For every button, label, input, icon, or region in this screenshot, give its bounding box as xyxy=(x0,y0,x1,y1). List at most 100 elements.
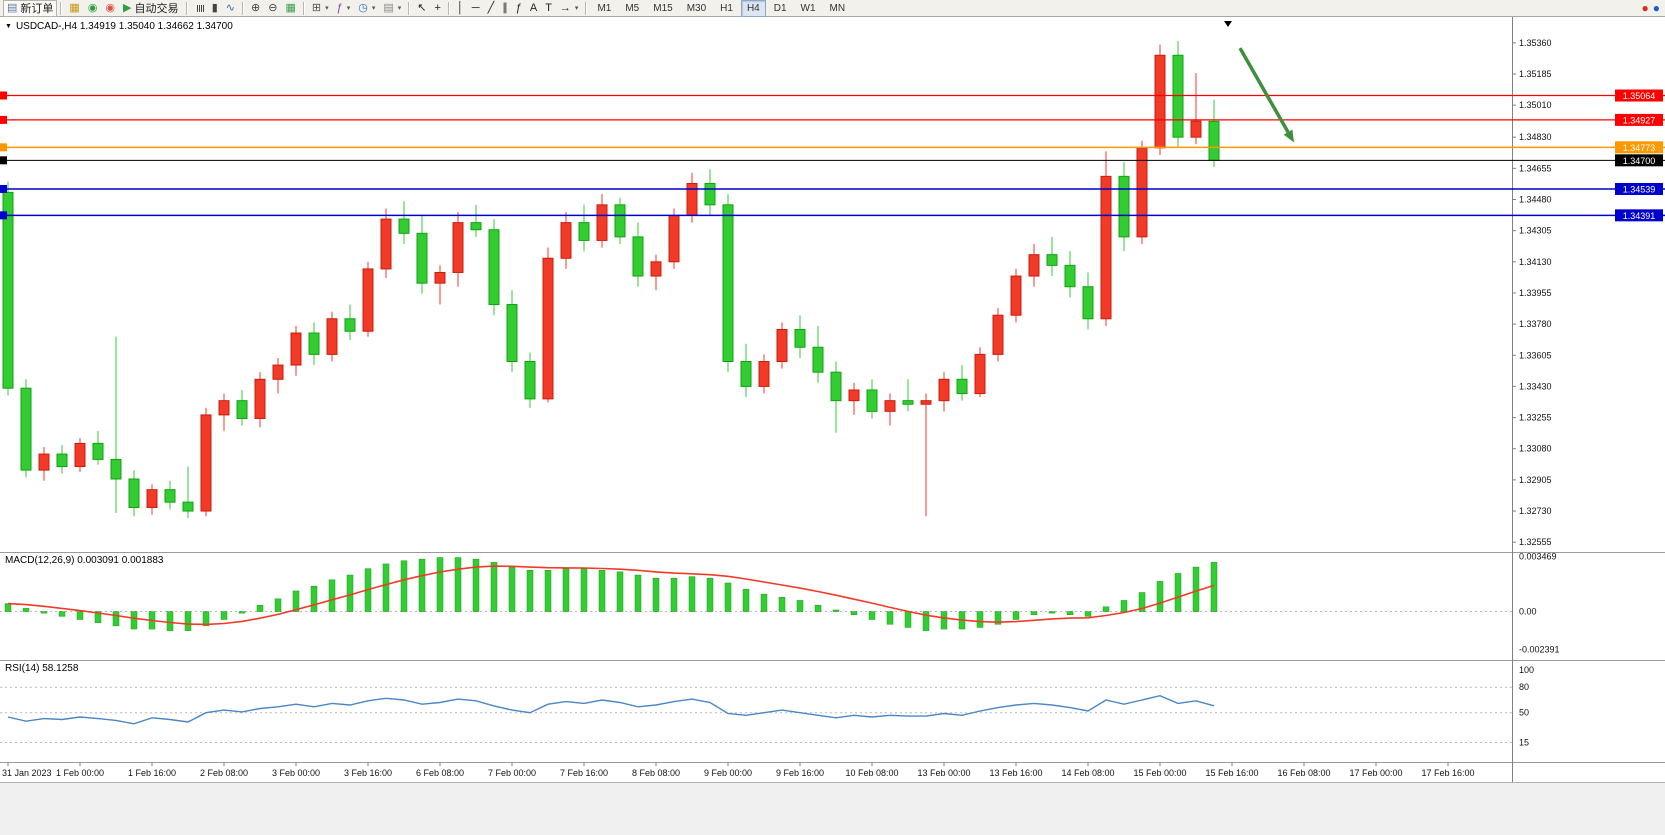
horizontal-line-icon: ─ xyxy=(471,1,480,14)
macd-bar xyxy=(4,603,12,612)
hline-left-tag xyxy=(0,115,7,124)
candle-body xyxy=(92,442,104,460)
timeframe-h1-button[interactable]: H1 xyxy=(720,2,733,14)
timeframe-mn-button[interactable]: MN xyxy=(829,2,846,14)
price-label: 1.34391 xyxy=(1623,211,1656,221)
line-chart-icon: ∿ xyxy=(225,1,235,14)
candle-body xyxy=(128,478,140,508)
candle-body xyxy=(1190,120,1202,138)
timeframe-h4-button[interactable]: H4 xyxy=(740,0,766,17)
candle-body xyxy=(596,204,608,241)
tile-windows-button[interactable]: ▦ xyxy=(281,0,299,17)
community-badge-icon[interactable]: ● xyxy=(1641,1,1649,15)
fibonacci-button[interactable]: ƒ xyxy=(512,0,526,17)
periods-button[interactable]: ◷ ▾ xyxy=(354,0,379,17)
timeframe-m1-button[interactable]: M1 xyxy=(597,2,612,14)
candle-body xyxy=(902,400,914,405)
macd-bar xyxy=(1084,611,1092,617)
text-label-button[interactable]: T xyxy=(541,0,556,17)
candle-body xyxy=(452,222,464,273)
macd-bar xyxy=(868,611,876,620)
price-label-box xyxy=(1615,89,1663,102)
price-label: 1.34539 xyxy=(1623,184,1656,194)
candle-body xyxy=(1154,54,1166,149)
autotrade-label: 自动交易 xyxy=(134,3,179,15)
macd-bar xyxy=(1120,600,1128,612)
macd-bar xyxy=(850,611,858,615)
macd-bar xyxy=(184,611,192,631)
bar-chart-button[interactable]: ≣ xyxy=(191,0,208,17)
candle-body xyxy=(740,361,752,387)
macd-bar xyxy=(814,604,822,612)
candle-body xyxy=(776,328,788,363)
macd-bar xyxy=(454,557,462,612)
time-label: 14 Feb 08:00 xyxy=(1061,768,1114,778)
candle-body xyxy=(1100,175,1112,320)
toolbar-separator xyxy=(302,1,305,15)
timeframe-m5-button[interactable]: M5 xyxy=(625,2,640,14)
time-label: 13 Feb 00:00 xyxy=(917,768,970,778)
candle-body xyxy=(308,332,320,355)
macd-bar xyxy=(1030,611,1038,615)
crosshair-button[interactable]: + xyxy=(430,0,444,17)
macd-bar xyxy=(580,568,588,612)
time-label: 15 Feb 00:00 xyxy=(1133,768,1186,778)
text-button[interactable]: A xyxy=(526,0,541,17)
time-label: 9 Feb 16:00 xyxy=(776,768,824,778)
macd-bar xyxy=(832,609,840,612)
templates-button[interactable]: ▤ ▾ xyxy=(379,0,405,17)
rsi-tick-label: 15 xyxy=(1519,737,1529,747)
macd-bar xyxy=(94,611,102,623)
indicators-button[interactable]: ƒ ▾ xyxy=(333,0,355,17)
macd-bar xyxy=(22,608,30,612)
help-badge-icon[interactable]: ● xyxy=(1652,1,1660,15)
refresh-button[interactable]: ◉ xyxy=(84,0,102,17)
indicators-icon: ƒ xyxy=(336,1,343,14)
hline-left-tag xyxy=(0,211,7,220)
zoom-out-button[interactable]: ⊖ xyxy=(264,0,281,17)
zoom-in-button[interactable]: ⊕ xyxy=(247,0,264,17)
candle-body xyxy=(1172,54,1184,138)
time-label: 31 Jan 2023 xyxy=(2,768,52,778)
macd-bar xyxy=(310,585,318,612)
timeframe-m30-button[interactable]: M30 xyxy=(686,2,707,14)
charts-button[interactable]: ▦ xyxy=(65,0,83,17)
timeframe-w1-button[interactable]: W1 xyxy=(800,2,816,14)
price-tick-label: 1.33955 xyxy=(1519,288,1552,298)
price-tick-label: 1.35360 xyxy=(1519,38,1552,48)
macd-bar xyxy=(922,611,930,631)
macd-bar xyxy=(724,582,732,612)
cursor-icon: ↖ xyxy=(417,1,427,14)
support-button[interactable]: ◉ xyxy=(101,0,119,17)
collapse-triangle-icon[interactable]: ▼ xyxy=(5,23,12,30)
line-chart-button[interactable]: ∿ xyxy=(222,0,239,17)
trend-arrow-shaft[interactable] xyxy=(1238,47,1290,133)
horizontal-line-button[interactable]: ─ xyxy=(468,0,484,17)
new-chart-button[interactable]: ⊞ ▾ xyxy=(308,0,333,17)
candle-body xyxy=(974,353,986,395)
timeframe-d1-button[interactable]: D1 xyxy=(773,2,787,14)
equidistant-channel-button[interactable]: ∥ xyxy=(498,0,512,17)
chart-title: USDCAD-,H4 1.34919 1.35040 1.34662 1.347… xyxy=(15,21,233,32)
cursor-button[interactable]: ↖ xyxy=(413,0,430,17)
rsi-line xyxy=(7,694,1215,725)
new-order-button[interactable]: ▤ 新订单 xyxy=(3,0,58,17)
candlestick-chart-button[interactable]: ▮ xyxy=(208,0,222,17)
candle-body xyxy=(56,453,68,468)
timeframe-m15-button[interactable]: M15 xyxy=(653,2,673,14)
macd-bar xyxy=(1102,606,1110,612)
chart-shift-marker-icon[interactable] xyxy=(1224,21,1232,27)
arrows-button[interactable]: → ▾ xyxy=(556,0,583,17)
macd-bar xyxy=(58,611,66,617)
trendline-button[interactable]: ╱ xyxy=(484,0,499,17)
vertical-line-button[interactable]: │ xyxy=(453,0,468,17)
price-tick-label: 1.33080 xyxy=(1519,444,1552,454)
autotrade-button[interactable]: ▶ 自动交易 xyxy=(119,0,182,17)
support-icon: ◉ xyxy=(105,1,116,14)
toolbar-separator xyxy=(242,1,244,15)
macd-label: MACD(12,26,9) 0.003091 0.001883 xyxy=(5,555,164,566)
time-label: 6 Feb 08:00 xyxy=(416,768,464,778)
candle-body xyxy=(866,389,878,412)
